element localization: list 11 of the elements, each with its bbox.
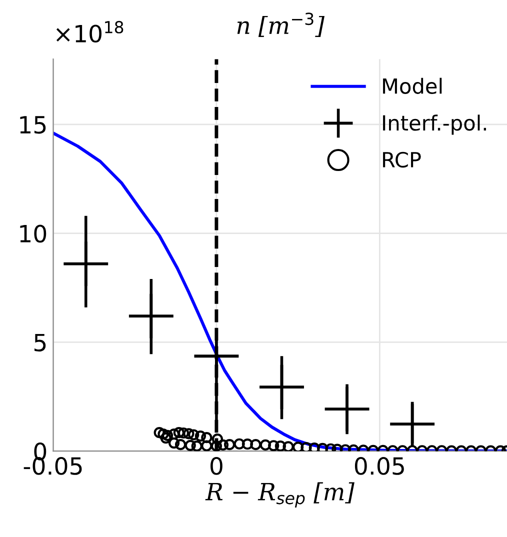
y-tick-label: 15 [20, 116, 46, 134]
x-axis-title: R − R$_{sep}$ [m] [205, 482, 354, 508]
chart-title: n [m$^{−3}$] [237, 12, 325, 38]
y-tick-label: 5 [34, 334, 46, 352]
x-tick-label: 0.05 [354, 457, 404, 475]
text: ×10$^{18}$ [56, 20, 124, 43]
legend-label: RCP [383, 152, 421, 168]
legend-label: Interf.-pol. [383, 114, 486, 135]
x-tick-label: 0 [210, 457, 222, 475]
y-tick-label: 10 [20, 224, 46, 243]
legend-label: Model [383, 78, 442, 94]
